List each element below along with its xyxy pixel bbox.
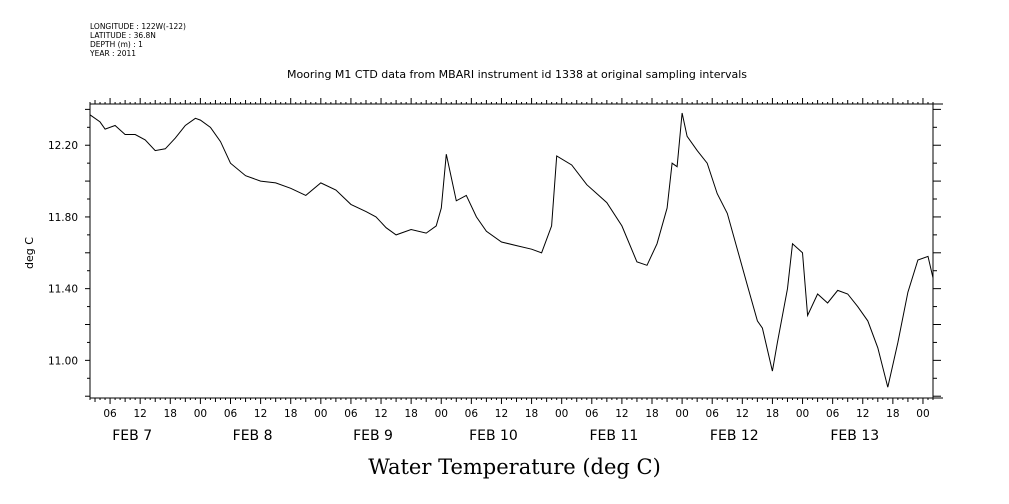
x-axis: 06 12 18 00 06 12 18 00 06 12 18 00 06 12 18 00 06 12 18 00… xyxy=(89,98,934,444)
x-axis-label: Water Temperature (deg C) xyxy=(368,455,661,479)
depth-label: DEPTH (m) : 1 xyxy=(90,40,143,49)
x-tick-label: 06 xyxy=(103,408,117,420)
x-day-label: FEB 8 xyxy=(233,428,273,444)
x-tick-label: 06 xyxy=(224,408,238,420)
x-tick-label: 06 xyxy=(344,408,358,420)
x-tick-label: 18 xyxy=(284,408,297,420)
y-axis: 11.00 11.40 11.80 12.20 xyxy=(48,108,941,397)
x-tick-label: 00 xyxy=(796,408,809,420)
x-tick-label: 12 xyxy=(736,408,749,420)
x-tick-label: 00 xyxy=(194,408,207,420)
x-tick-label: 06 xyxy=(465,408,479,420)
x-day-label: FEB 13 xyxy=(830,428,879,444)
series-layer xyxy=(89,112,934,388)
dataset-metadata: LONGITUDE : 122W(-122) LATITUDE : 36.8N … xyxy=(90,22,186,58)
x-tick-label: 00 xyxy=(916,408,929,420)
x-tick-label: 12 xyxy=(615,408,628,420)
y-tick-label: 11.00 xyxy=(48,355,78,367)
x-tick-label: 18 xyxy=(164,408,177,420)
y-tick-label: 12.20 xyxy=(48,140,78,152)
x-tick-label: 12 xyxy=(856,408,869,420)
x-tick-label: 18 xyxy=(525,408,538,420)
x-day-label: FEB 9 xyxy=(353,428,393,444)
x-tick-label: 06 xyxy=(706,408,720,420)
x-day-label: FEB 10 xyxy=(469,428,518,444)
x-tick-label: 06 xyxy=(585,408,599,420)
x-tick-label: 00 xyxy=(314,408,327,420)
year-label: YEAR : 2011 xyxy=(90,49,137,58)
x-tick-label: 12 xyxy=(254,408,267,420)
y-tick-label: 11.80 xyxy=(48,212,78,224)
x-day-label: FEB 11 xyxy=(590,428,639,444)
chart-title: Mooring M1 CTD data from MBARI instrumen… xyxy=(286,68,748,81)
latitude-label: LATITUDE : 36.8N xyxy=(90,31,156,40)
longitude-label: LONGITUDE : 122W(-122) xyxy=(90,22,186,31)
y-axis-label: deg C xyxy=(23,237,36,269)
plot-frame xyxy=(89,103,943,399)
x-tick-label: 06 xyxy=(826,408,840,420)
x-tick-label: 00 xyxy=(555,408,568,420)
x-tick-label: 12 xyxy=(374,408,387,420)
x-tick-label: 18 xyxy=(404,408,417,420)
x-tick-label: 12 xyxy=(133,408,146,420)
x-tick-label: 18 xyxy=(645,408,658,420)
x-tick-label: 00 xyxy=(435,408,448,420)
x-tick-label: 18 xyxy=(886,408,899,420)
x-tick-label: 18 xyxy=(766,408,779,420)
x-tick-label: 12 xyxy=(495,408,508,420)
x-day-label: FEB 12 xyxy=(710,428,759,444)
x-day-label: FEB 7 xyxy=(112,428,152,444)
temperature-series-line xyxy=(89,112,934,388)
x-tick-label: 00 xyxy=(675,408,688,420)
y-tick-label: 11.40 xyxy=(48,284,78,296)
